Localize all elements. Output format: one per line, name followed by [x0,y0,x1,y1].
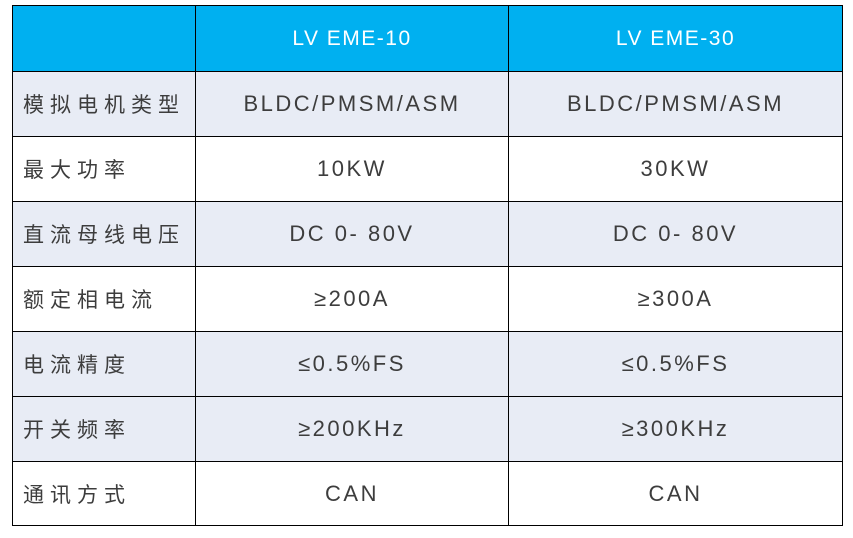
spec-value: CAN [195,461,509,526]
product-spec-table: LV EME-10 LV EME-30 模拟电机类型 BLDC/PMSM/ASM… [12,5,843,526]
row-label: 额定相电流 [12,266,196,332]
table-row-max-power: 最大功率 10KW 30KW [12,136,843,202]
row-label: 模拟电机类型 [12,71,196,137]
row-label: 最大功率 [12,136,196,202]
spec-value: ≤0.5%FS [508,331,843,397]
spec-value: ≥200A [195,266,509,332]
row-label: 电流精度 [12,331,196,397]
table-row-rated-phase-current: 额定相电流 ≥200A ≥300A [12,266,843,332]
spec-value: BLDC/PMSM/ASM [195,71,509,137]
spec-value: ≥300A [508,266,843,332]
spec-value: DC 0- 80V [195,201,509,267]
row-label: 开关频率 [12,396,196,462]
table-row-dc-bus-voltage: 直流母线电压 DC 0- 80V DC 0- 80V [12,201,843,267]
spec-value: CAN [508,461,843,526]
row-label: 直流母线电压 [12,201,196,267]
header-product-1: LV EME-10 [195,5,509,72]
header-corner-cell [12,5,196,72]
table-row-communication: 通讯方式 CAN CAN [12,461,843,526]
table-row-switching-frequency: 开关频率 ≥200KHz ≥300KHz [12,396,843,462]
table-row-motor-type: 模拟电机类型 BLDC/PMSM/ASM BLDC/PMSM/ASM [12,71,843,137]
row-label: 通讯方式 [12,461,196,526]
table-row-current-accuracy: 电流精度 ≤0.5%FS ≤0.5%FS [12,331,843,397]
spec-value: DC 0- 80V [508,201,843,267]
spec-value: ≤0.5%FS [195,331,509,397]
spec-value: ≥200KHz [195,396,509,462]
table-header-row: LV EME-10 LV EME-30 [12,5,843,72]
spec-value: ≥300KHz [508,396,843,462]
header-product-2: LV EME-30 [508,5,843,72]
spec-value: 10KW [195,136,509,202]
spec-value: BLDC/PMSM/ASM [508,71,843,137]
spec-value: 30KW [508,136,843,202]
